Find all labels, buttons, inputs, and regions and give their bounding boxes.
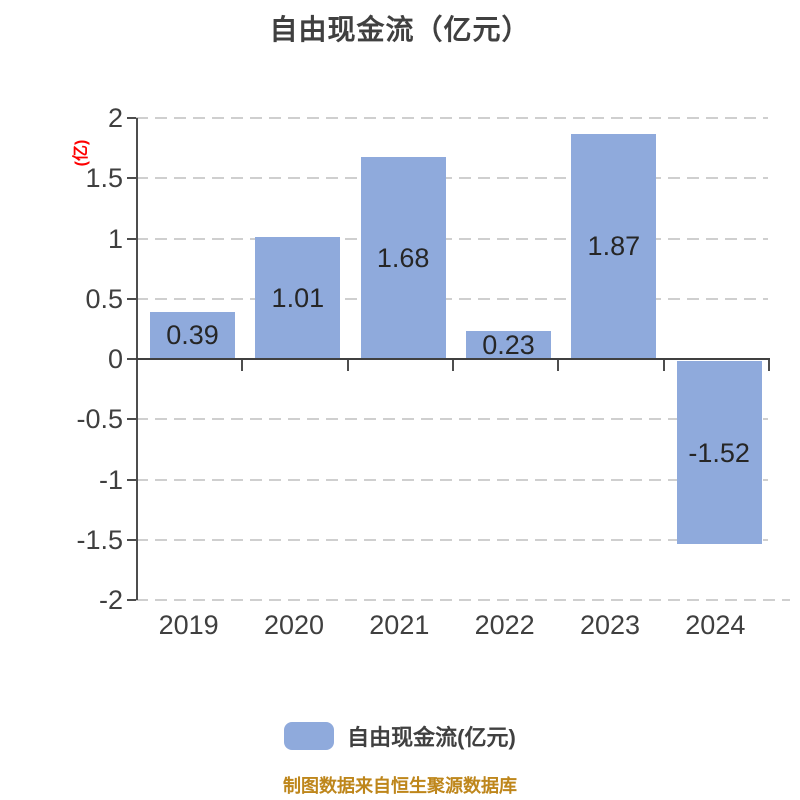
y-tick-label: -0.5 — [76, 404, 123, 435]
bar-2022: 0.23 — [466, 331, 551, 359]
y-axis-tick — [127, 117, 136, 119]
x-category-label: 2020 — [263, 610, 325, 640]
footer-source-note: 制图数据来自恒生聚源数据库 — [283, 776, 517, 796]
x-category-label: 2019 — [158, 610, 219, 640]
x-category-label: 2024 — [685, 610, 746, 640]
y-tick-label: -1 — [98, 464, 123, 495]
x-axis-tick — [557, 360, 560, 371]
zero-axis-line — [136, 358, 770, 360]
y-tick-label: 1.5 — [85, 163, 123, 194]
bar-value-label: 1.68 — [376, 242, 430, 273]
x-axis-tick — [346, 360, 349, 371]
bar-2019: 0.39 — [150, 312, 235, 359]
y-axis-tick — [127, 538, 136, 541]
bar-2020: 1.01 — [255, 237, 341, 359]
y-axis-tick — [127, 297, 136, 300]
bar-2024: -1.52 — [676, 361, 762, 545]
y-tick-label: 1 — [107, 223, 123, 254]
gridline — [136, 599, 790, 601]
gridline — [136, 177, 768, 180]
plot-area: 0.39 1.01 1.68 0.23 1.87 -1.52 2 1.5 1 0.5 0 -0.5 -1… — [76, 105, 790, 639]
bar-value-label: 0.23 — [482, 330, 535, 361]
y-axis-tick — [127, 358, 136, 360]
x-category-label: 2021 — [369, 610, 430, 640]
x-axis-tick — [768, 360, 770, 371]
gridline — [136, 478, 768, 481]
x-axis-tick — [136, 360, 138, 371]
gridline — [136, 117, 768, 119]
y-tick-label: 0.5 — [85, 283, 123, 314]
legend-swatch — [284, 722, 335, 750]
gridline — [136, 297, 768, 300]
chart-title: 自由现金流（亿元） — [269, 14, 531, 45]
bar-2023: 1.87 — [571, 133, 657, 359]
y-tick-label: -2 — [98, 585, 123, 615]
x-axis-tick — [662, 360, 665, 371]
gridline — [136, 418, 768, 421]
legend-label: 自由现金流(亿元) — [347, 725, 516, 750]
x-axis-tick — [241, 360, 244, 371]
y-axis-tick — [127, 478, 136, 481]
bar-value-label: 0.39 — [166, 320, 219, 351]
bar-value-label: 1.01 — [271, 283, 325, 314]
bar-value-label: 1.87 — [587, 231, 641, 262]
bar-2021: 1.68 — [360, 156, 446, 359]
y-tick-label: -1.5 — [76, 524, 123, 555]
x-axis-tick — [452, 360, 454, 371]
y-axis-tick — [127, 237, 136, 240]
gridline — [136, 538, 768, 541]
y-tick-label: 0 — [107, 344, 123, 374]
x-category-label: 2023 — [579, 610, 641, 640]
y-tick-label: 2 — [107, 103, 123, 133]
y-axis-tick — [127, 599, 136, 601]
y-axis-tick — [127, 418, 136, 421]
bar-value-label: -1.52 — [688, 437, 750, 468]
x-category-label: 2022 — [474, 610, 535, 640]
gridline — [136, 237, 768, 240]
legend: 自由现金流(亿元) — [0, 720, 800, 752]
y-axis-tick — [127, 177, 136, 180]
